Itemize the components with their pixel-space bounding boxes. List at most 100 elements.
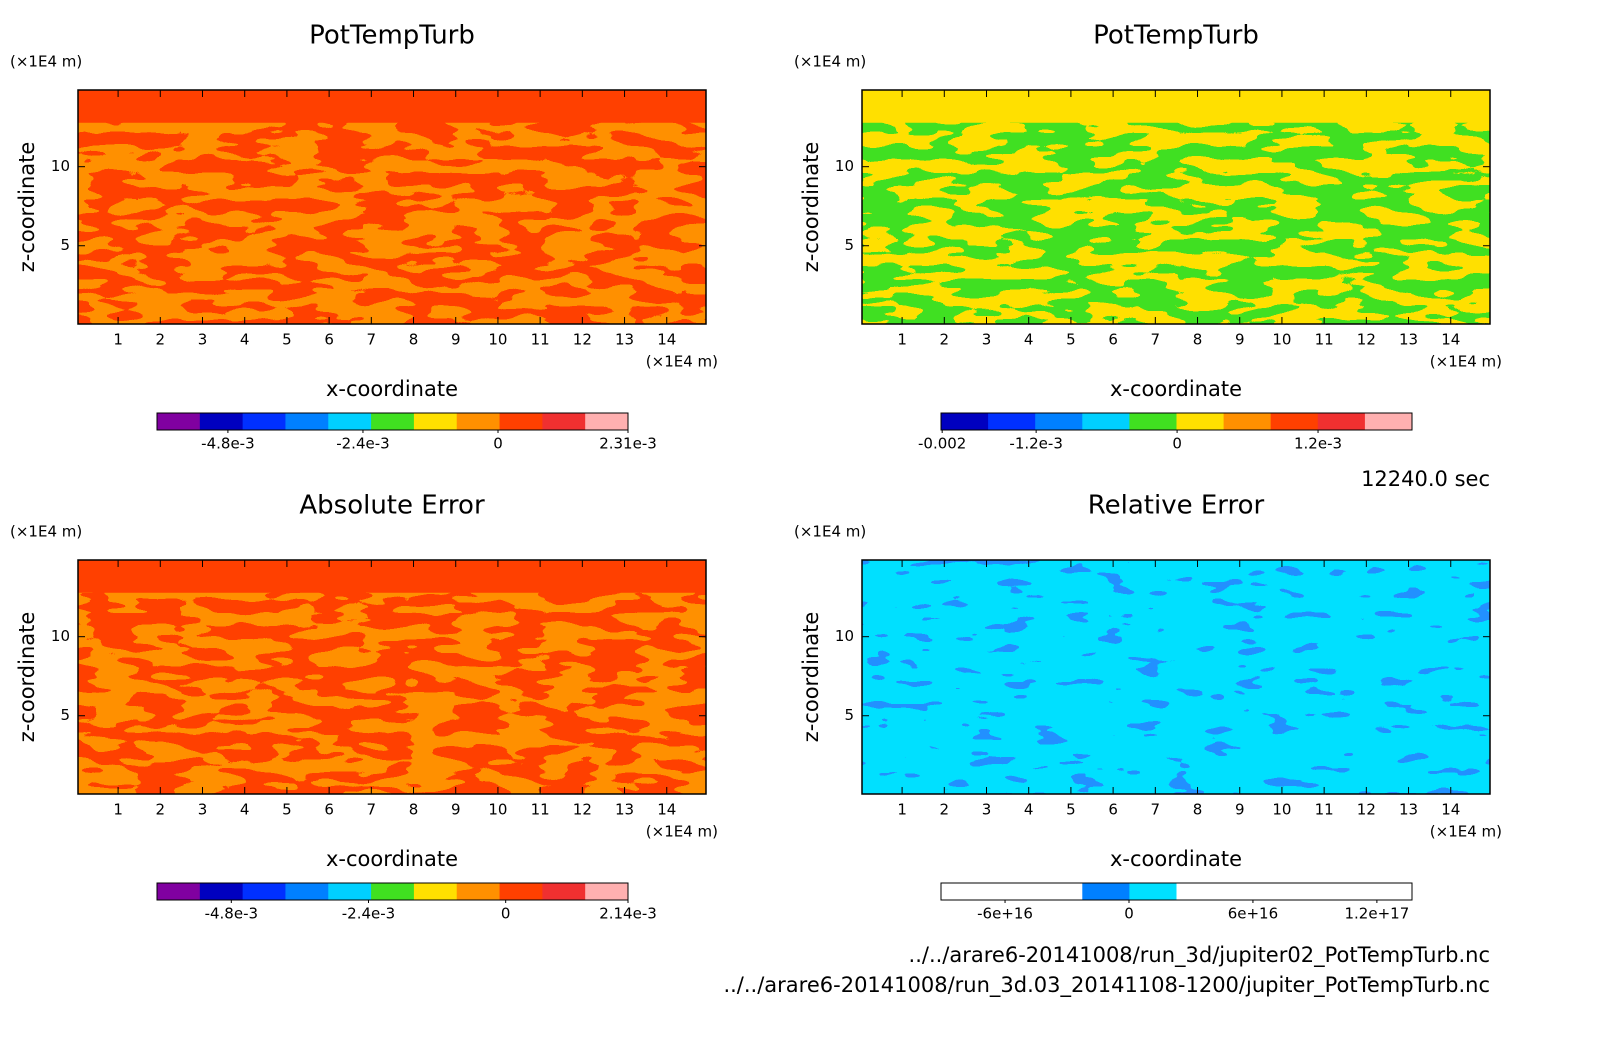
x-tick-label: 13 [1399,801,1418,819]
colorbar-swatch [157,413,201,430]
x-tick-label: 9 [1235,331,1245,349]
colorbar-swatch [371,413,415,430]
x-tick-label: 7 [1151,331,1161,349]
x-tick-label: 7 [367,801,377,819]
contour-pattern [78,90,706,324]
x-axis-label: x-coordinate [326,377,458,401]
x-unit: (×1E4 m) [646,353,718,371]
y-tick-label: 5 [60,706,70,724]
x-tick-label: 12 [573,331,592,349]
y-tick-label: 10 [835,157,854,175]
y-unit: (×1E4 m) [10,53,82,71]
x-tick-label: 5 [282,331,292,349]
x-tick-label: 14 [1441,331,1460,349]
x-tick-label: 11 [1315,331,1334,349]
colorbar-tick-label: 1.2e-3 [1294,435,1342,453]
x-tick-label: 10 [1272,801,1291,819]
plot-frame [77,89,707,325]
y-tick-label: 5 [60,236,70,254]
y-tick-label: 10 [51,157,70,175]
plot-frame [861,559,1491,795]
colorbar-tick-label: -0.002 [918,435,966,453]
x-tick-label: 2 [940,801,950,819]
colorbar-swatch [941,883,989,900]
x-tick-label: 9 [451,801,461,819]
x-axis-label: x-coordinate [1110,377,1242,401]
x-tick-label: 7 [1151,801,1161,819]
colorbar-swatch [585,883,629,900]
contour-top [78,90,706,123]
colorbar-swatch [242,413,286,430]
colorbar-swatch [1270,413,1319,430]
colorbar-tick-label: 0 [501,905,511,923]
colorbar-swatch [285,413,329,430]
x-tick-label: 2 [156,801,166,819]
x-tick-label: 4 [1024,801,1034,819]
colorbar-swatch [456,883,501,900]
colorbar-tick-label: 2.31e-3 [599,435,657,453]
x-tick-label: 12 [1357,801,1376,819]
colorbar-swatch [371,883,415,900]
x-tick-label: 4 [240,801,250,819]
contour-pattern [78,560,706,794]
colorbar-swatch [413,413,458,430]
colorbar-swatch [242,883,286,900]
colorbar-swatch [1317,883,1366,900]
x-tick-label: 13 [615,801,634,819]
x-tick-label: 1 [897,801,907,819]
x-axis-label: x-coordinate [1110,847,1242,871]
colorbar-swatch [328,883,372,900]
colorbar-swatch [1035,883,1083,900]
x-tick-label: 5 [282,801,292,819]
colorbar-swatch [1035,413,1083,430]
colorbar-swatch [1270,883,1319,900]
colorbar-tick-label: -2.4e-3 [336,435,389,453]
x-tick-label: 4 [1024,331,1034,349]
x-tick-label: 10 [488,331,507,349]
x-tick-label: 14 [657,801,676,819]
colorbar-swatch [1223,883,1272,900]
colorbar-swatch [542,413,586,430]
chart-title: Absolute Error [299,491,485,521]
contour-pattern [862,560,1490,794]
x-tick-label: 3 [982,801,992,819]
y-tick-label: 5 [844,236,854,254]
file-path: ../../arare6-20141008/run_3d.03_20141108… [723,973,1490,998]
colorbar-tick-label: 1.2e+17 [1345,905,1410,923]
x-tick-label: 1 [897,331,907,349]
x-tick-label: 12 [1357,331,1376,349]
x-tick-label: 9 [1235,801,1245,819]
y-axis-label: z-coordinate [799,612,823,743]
colorbar-swatch [499,413,543,430]
y-tick-label: 5 [844,706,854,724]
colorbar-tick-label: -1.2e-3 [1009,435,1062,453]
y-unit: (×1E4 m) [10,523,82,541]
y-unit: (×1E4 m) [794,53,866,71]
colorbar-tick-label: -6e+16 [977,905,1033,923]
colorbar-tick-label: -4.8e-3 [201,435,254,453]
x-unit: (×1E4 m) [1430,353,1502,371]
chart-title: Relative Error [1088,491,1265,521]
colorbar-swatch [1223,413,1272,430]
x-tick-label: 2 [156,331,166,349]
colorbar-tick-label: 2.14e-3 [599,905,657,923]
x-unit: (×1E4 m) [1430,823,1502,841]
x-tick-label: 6 [1108,801,1118,819]
x-tick-label: 14 [1441,801,1460,819]
colorbar-swatch [988,883,1036,900]
colorbar-swatch [1082,413,1130,430]
colorbar-swatch [1129,883,1177,900]
colorbar-tick-label: 0 [493,435,503,453]
colorbar-swatch [199,883,244,900]
x-tick-label: 12 [573,801,592,819]
colorbar-swatch [413,883,458,900]
colorbar-swatch [1317,413,1366,430]
x-axis-label: x-coordinate [326,847,458,871]
colorbar-swatch [1176,883,1225,900]
colorbar-swatch [988,413,1036,430]
contour-top [862,90,1490,123]
y-axis-label: z-coordinate [15,612,39,743]
colorbar-swatch [542,883,586,900]
x-tick-label: 3 [198,331,208,349]
x-tick-label: 11 [531,331,550,349]
